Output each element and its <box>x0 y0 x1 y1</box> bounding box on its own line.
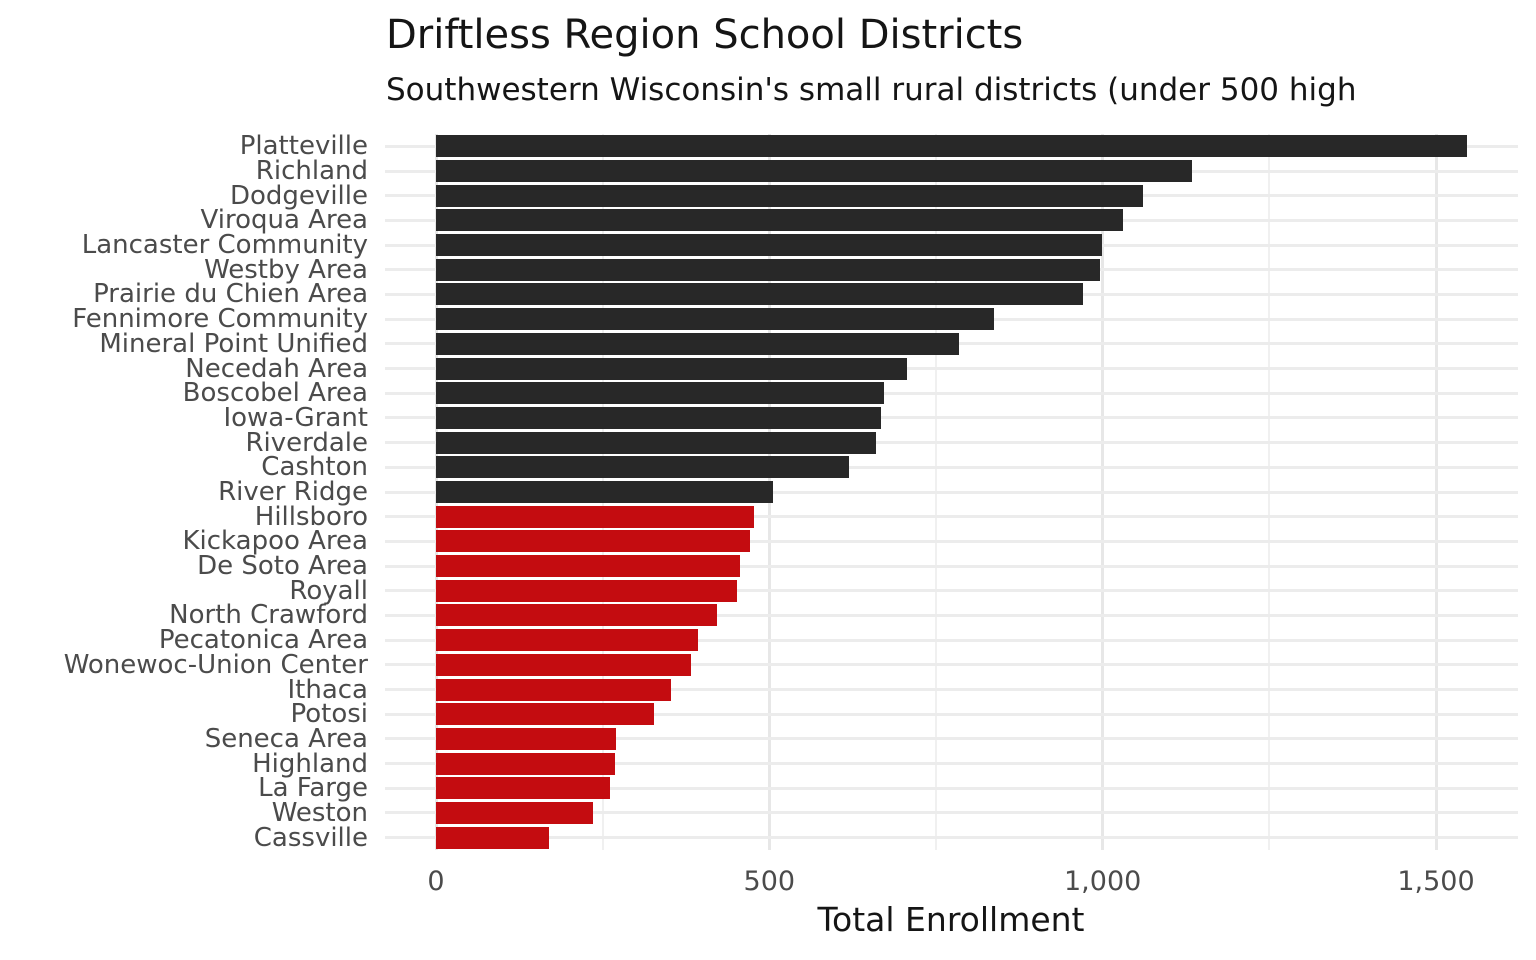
y-axis-label: Cassville <box>253 822 368 853</box>
y-gridline <box>385 367 1518 371</box>
y-gridline <box>385 465 1518 469</box>
y-axis-label: De Soto Area <box>197 551 368 582</box>
y-gridline <box>385 811 1518 815</box>
y-axis-label: Prairie du Chien Area <box>93 279 368 310</box>
y-axis-label: Seneca Area <box>204 723 368 754</box>
bar-hillsboro <box>436 505 754 528</box>
bar-fennimore-community <box>436 308 994 331</box>
bar-platteville <box>436 135 1467 158</box>
y-axis-label: Richland <box>255 156 368 187</box>
y-axis-label: Pecatonica Area <box>158 625 368 656</box>
y-axis-label: Dodgeville <box>230 180 368 211</box>
y-gridline <box>385 613 1518 617</box>
bar-boscobel-area <box>436 382 884 405</box>
bar-riverdale <box>436 431 876 454</box>
bar-highland <box>436 752 615 775</box>
bar-necedah-area <box>436 357 908 380</box>
bar-cashton <box>436 456 849 479</box>
y-gridline <box>385 712 1518 716</box>
bar-iowa-grant <box>436 406 882 429</box>
x-axis-tick-label: 0 <box>427 866 445 897</box>
y-axis-label: Cashton <box>261 452 368 483</box>
bar-cassville <box>436 826 550 849</box>
y-axis-label: Lancaster Community <box>81 230 368 261</box>
y-axis-label: Westby Area <box>204 254 368 285</box>
y-gridline <box>385 539 1518 543</box>
bar-weston <box>436 801 593 824</box>
y-axis-label: Royall <box>289 575 368 606</box>
bar-westby-area <box>436 258 1100 281</box>
y-axis-label: Potosi <box>290 699 368 730</box>
y-gridline <box>385 737 1518 741</box>
y-axis-label: River Ridge <box>218 477 368 507</box>
y-axis-label: Ithaca <box>287 674 368 705</box>
chart-subtitle: Southwestern Wisconsin's small rural dis… <box>386 72 1357 108</box>
y-gridline <box>385 836 1518 840</box>
y-gridline <box>385 688 1518 692</box>
y-axis-label: Platteville <box>239 131 368 162</box>
bar-royall <box>436 579 738 602</box>
y-gridline <box>385 786 1518 790</box>
x-axis-tick-label: 1,000 <box>1064 866 1142 897</box>
y-gridline <box>385 441 1518 445</box>
bar-north-crawford <box>436 604 718 627</box>
bar-viroqua-area <box>436 209 1123 232</box>
y-axis-label: Weston <box>271 797 368 828</box>
y-gridline <box>385 564 1518 568</box>
y-gridline <box>385 416 1518 420</box>
y-axis-label: Mineral Point Unified <box>99 328 368 359</box>
bar-dodgeville <box>436 184 1144 207</box>
bar-river-ridge <box>436 481 773 503</box>
bar-mineral-point-unified <box>436 332 959 355</box>
y-axis-label: Boscobel Area <box>182 378 368 409</box>
bar-seneca-area <box>436 727 616 750</box>
y-axis-label: Viroqua Area <box>200 205 368 236</box>
y-gridline <box>385 638 1518 642</box>
plot-panel <box>385 134 1518 850</box>
bar-wonewoc-union-center <box>436 653 692 676</box>
y-axis-label: Wonewoc-Union Center <box>63 649 368 680</box>
y-axis-label: Iowa-Grant <box>223 402 368 433</box>
bar-ithaca <box>436 678 672 701</box>
y-axis-label: Fennimore Community <box>72 304 368 335</box>
y-axis-label: Highland <box>252 748 368 779</box>
y-gridline <box>385 663 1518 667</box>
y-axis-label: Hillsboro <box>254 501 368 532</box>
y-axis-label: Riverdale <box>245 427 368 458</box>
y-gridline <box>385 490 1518 494</box>
chart-title: Driftless Region School Districts <box>386 12 1024 58</box>
y-axis-label: La Farge <box>258 773 368 804</box>
y-axis-label: North Crawford <box>169 600 368 631</box>
y-axis-label: Necedah Area <box>185 353 368 384</box>
bar-richland <box>436 160 1192 183</box>
y-gridline <box>385 762 1518 766</box>
bar-pecatonica-area <box>436 629 698 652</box>
bar-la-farge <box>436 777 610 800</box>
y-gridline <box>385 589 1518 593</box>
x-axis-title: Total Enrollment <box>817 900 1085 939</box>
x-axis-tick-label: 500 <box>743 866 796 897</box>
bar-de-soto-area <box>436 555 740 578</box>
y-gridline <box>385 391 1518 395</box>
bar-prairie-du-chien-area <box>436 283 1084 306</box>
bar-lancaster-community <box>436 234 1102 257</box>
y-gridline <box>385 515 1518 519</box>
bar-kickapoo-area <box>436 530 750 553</box>
bar-potosi <box>436 703 654 726</box>
y-axis-label: Kickapoo Area <box>182 526 368 557</box>
x-axis-tick-label: 1,500 <box>1397 866 1475 897</box>
